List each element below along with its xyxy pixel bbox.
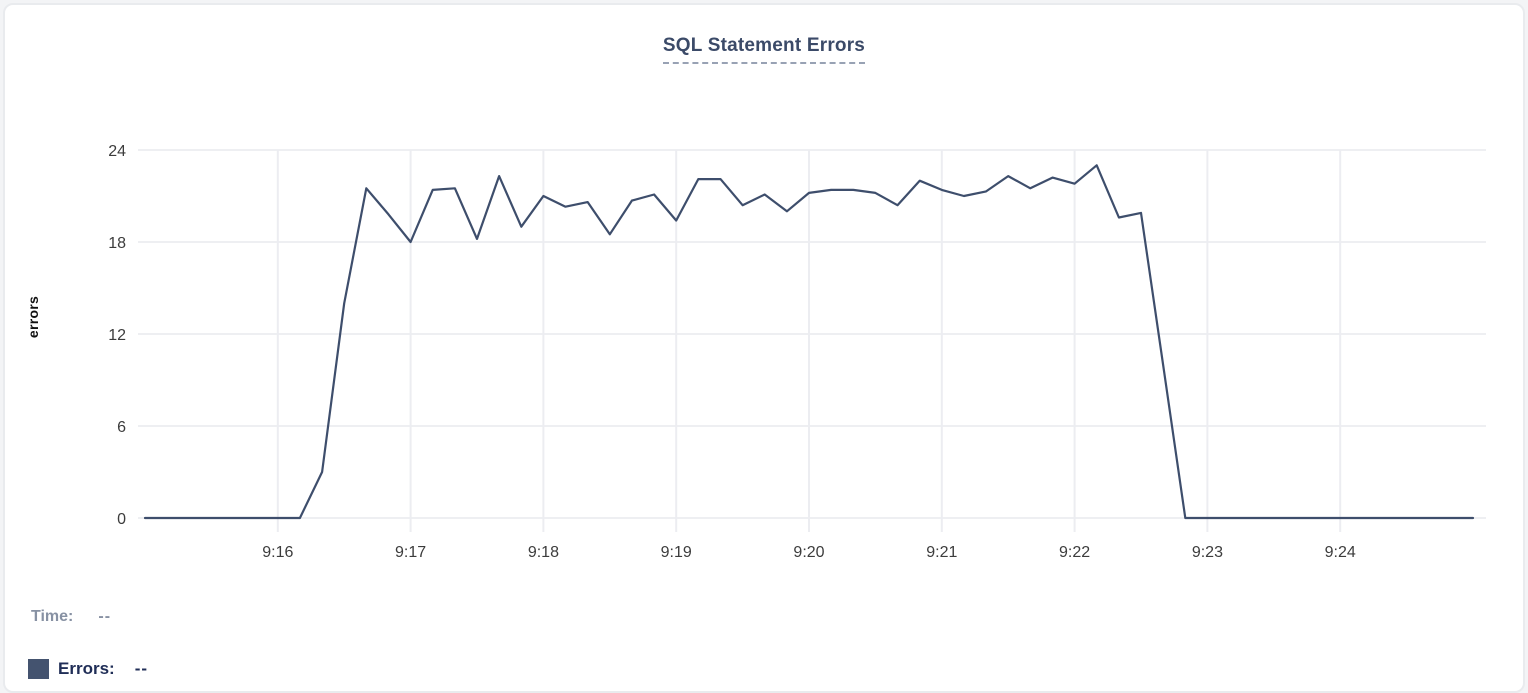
chart-title[interactable]: SQL Statement Errors <box>662 35 866 64</box>
chart-header: SQL Statement Errors <box>5 5 1523 67</box>
y-tick-label: 0 <box>117 511 126 528</box>
y-tick-label: 18 <box>108 235 126 252</box>
tooltip-time-label: Time: <box>31 608 74 625</box>
x-tick-label: 9:23 <box>1192 544 1223 561</box>
chart-card: SQL Statement Errors 0 6 12 18 24 9:16 9:17 9:1… <box>3 3 1525 693</box>
legend-item-errors[interactable]: Errors: -- <box>5 657 605 681</box>
x-tick-label: 9:18 <box>528 544 559 561</box>
errors-series-line <box>143 164 1475 520</box>
y-tick-label: 6 <box>117 419 126 436</box>
x-tick-label: 9:21 <box>926 544 957 561</box>
y-tick-label: 12 <box>108 327 126 344</box>
x-tick-label: 9:24 <box>1325 544 1356 561</box>
tooltip-time-row: Time: -- <box>5 605 605 629</box>
x-tick-label: 9:16 <box>262 544 293 561</box>
tooltip-errors-label: Errors: <box>58 659 115 678</box>
y-axis-label: errors <box>25 295 41 339</box>
line-chart-svg: 0 6 12 18 24 9:16 9:17 9:18 9:19 9:20 9:21 9:22 9:23… <box>108 143 1486 561</box>
errors-series-swatch <box>28 659 49 679</box>
x-tick-label: 9:17 <box>395 544 426 561</box>
tooltip-errors-value: -- <box>134 659 149 678</box>
tooltip-time-value: -- <box>98 608 112 625</box>
x-tick-label: 9:22 <box>1059 544 1090 561</box>
y-tick-label: 24 <box>108 143 126 160</box>
x-tick-label: 9:19 <box>661 544 692 561</box>
chart-tooltip-legend: Time: -- Errors: -- <box>5 605 605 681</box>
chart-plot-area[interactable]: 0 6 12 18 24 9:16 9:17 9:18 9:19 9:20 9:21 9:22 9:23… <box>5 67 1527 567</box>
x-tick-label: 9:20 <box>793 544 824 561</box>
